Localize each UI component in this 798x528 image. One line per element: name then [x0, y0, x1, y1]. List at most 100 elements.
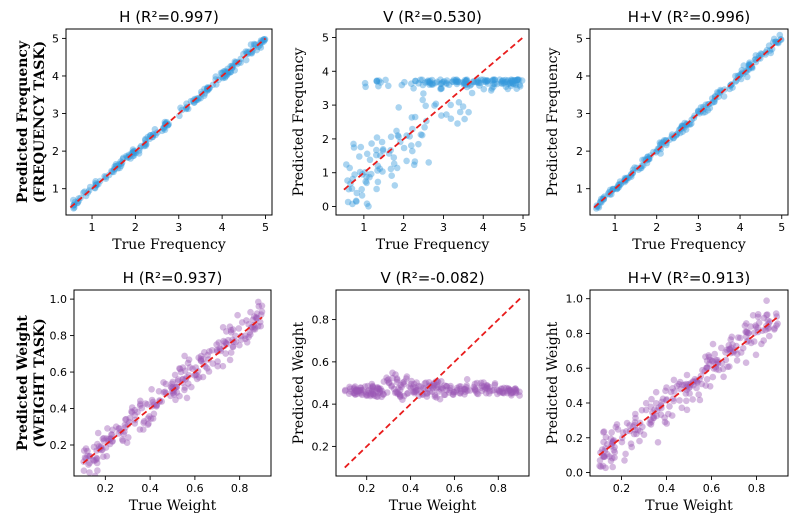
data-point — [253, 315, 260, 323]
data-point — [80, 467, 88, 475]
data-point — [403, 373, 411, 380]
data-point — [438, 384, 445, 391]
data-point — [243, 339, 251, 346]
data-point — [709, 357, 716, 364]
data-point — [516, 81, 523, 89]
data-point — [409, 147, 416, 155]
data-point — [92, 180, 99, 187]
data-point — [374, 393, 382, 400]
data-point — [774, 320, 781, 328]
data-point — [463, 77, 470, 84]
data-point — [623, 419, 631, 427]
data-point — [646, 155, 653, 163]
data-point — [229, 336, 236, 344]
data-point — [167, 383, 175, 391]
data-point — [655, 404, 663, 411]
data-point — [155, 388, 163, 395]
data-point — [366, 173, 373, 181]
data-point — [659, 395, 667, 403]
data-point — [388, 172, 396, 179]
data-point — [373, 77, 381, 84]
data-point — [511, 385, 519, 392]
data-point — [161, 120, 169, 128]
data-point — [452, 78, 460, 85]
y-tick-label: 2 — [576, 145, 583, 158]
data-point — [750, 338, 758, 345]
data-point — [706, 383, 714, 390]
data-point — [145, 420, 152, 427]
data-point — [223, 340, 231, 348]
y-tick-label: 1 — [576, 183, 583, 196]
data-point — [452, 388, 459, 396]
data-point — [701, 108, 709, 116]
data-point — [470, 383, 478, 391]
data-point — [657, 411, 665, 419]
data-point — [421, 385, 428, 393]
data-point — [775, 39, 782, 47]
data-point — [512, 389, 520, 397]
data-point — [247, 331, 254, 338]
data-point — [248, 48, 256, 55]
data-point — [679, 381, 686, 389]
data-point — [370, 391, 377, 398]
data-point — [488, 387, 496, 394]
data-point — [153, 402, 160, 409]
data-point — [724, 363, 731, 371]
data-point — [462, 386, 469, 393]
x-tick-label: 4 — [737, 221, 744, 234]
data-point — [463, 384, 470, 391]
data-point — [604, 441, 611, 448]
data-point — [436, 395, 444, 403]
data-point — [438, 85, 445, 92]
data-point — [743, 328, 750, 336]
data-point — [500, 80, 508, 87]
data-point — [508, 79, 516, 86]
data-point — [758, 51, 766, 58]
data-point — [227, 326, 235, 334]
y-tick-label: 5 — [52, 32, 59, 45]
data-point — [397, 393, 404, 401]
data-point — [757, 50, 765, 57]
data-point — [378, 138, 386, 146]
data-point — [177, 368, 185, 376]
data-point — [93, 447, 100, 454]
data-point — [437, 80, 445, 88]
data-point — [389, 369, 396, 377]
data-point — [613, 185, 621, 193]
data-point — [438, 378, 445, 385]
data-point — [457, 390, 464, 397]
data-point — [426, 388, 434, 395]
data-point — [423, 393, 431, 400]
data-point — [752, 323, 760, 331]
data-point — [504, 85, 512, 93]
data-point — [242, 48, 250, 55]
data-point — [495, 387, 503, 394]
data-point — [246, 329, 254, 336]
data-point — [141, 141, 149, 148]
data-point — [699, 366, 706, 374]
data-point — [748, 63, 755, 71]
data-point — [439, 79, 446, 86]
data-point — [668, 412, 676, 419]
data-point — [471, 385, 479, 392]
data-point — [665, 410, 672, 418]
data-point — [107, 435, 115, 442]
data-point — [131, 420, 139, 427]
data-point — [197, 357, 205, 365]
data-point — [644, 153, 651, 161]
data-point — [365, 203, 372, 210]
data-point — [92, 456, 99, 464]
data-point — [146, 413, 153, 420]
data-point — [257, 322, 265, 330]
data-point — [622, 450, 629, 458]
data-point — [397, 392, 404, 400]
data-point — [384, 377, 391, 384]
data-point — [260, 36, 267, 43]
data-point — [706, 360, 713, 368]
data-point — [438, 112, 445, 119]
data-point — [351, 171, 358, 178]
data-point — [743, 320, 750, 327]
data-point — [201, 85, 208, 93]
data-point — [365, 387, 373, 394]
data-point — [600, 438, 607, 446]
